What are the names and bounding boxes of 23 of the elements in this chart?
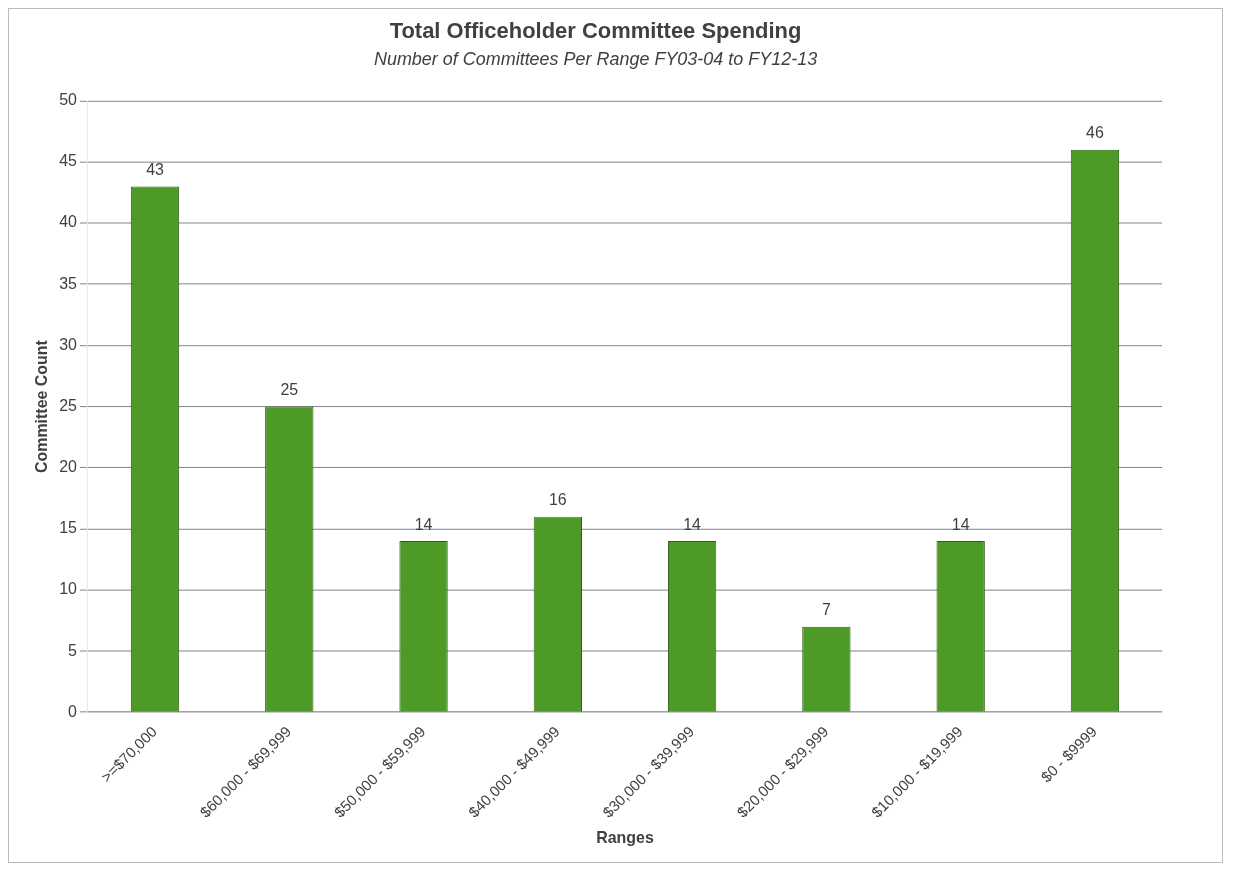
data-label: 43 bbox=[146, 160, 165, 178]
data-label: 25 bbox=[280, 380, 299, 398]
data-label: 14 bbox=[683, 515, 702, 533]
y-tick-label: 10 bbox=[59, 580, 78, 598]
chart-subtitle: Number of Committees Per Range FY03-04 to FY12-13 bbox=[373, 49, 818, 70]
data-label: 46 bbox=[1086, 124, 1104, 142]
y-tick-label: 30 bbox=[59, 335, 78, 353]
data-label: 7 bbox=[821, 601, 831, 619]
data-label: 16 bbox=[548, 491, 567, 509]
y-tick-label: 35 bbox=[59, 274, 78, 292]
chart-title: Total Officeholder Committee Spending bbox=[389, 18, 802, 44]
y-tick-label: 5 bbox=[68, 641, 78, 659]
y-axis-title: Committee Count bbox=[32, 339, 50, 473]
y-tick-label: 40 bbox=[59, 213, 78, 231]
data-label: 14 bbox=[951, 515, 970, 533]
y-tick-label: 45 bbox=[59, 152, 78, 170]
y-tick-label: 50 bbox=[59, 91, 78, 109]
y-tick-label: 20 bbox=[59, 458, 78, 476]
x-axis-title: Ranges bbox=[596, 828, 654, 846]
data-label: 14 bbox=[414, 515, 433, 533]
y-tick-label: 25 bbox=[59, 396, 78, 414]
y-tick-label: 0 bbox=[68, 702, 78, 720]
y-tick-label: 15 bbox=[59, 519, 78, 537]
